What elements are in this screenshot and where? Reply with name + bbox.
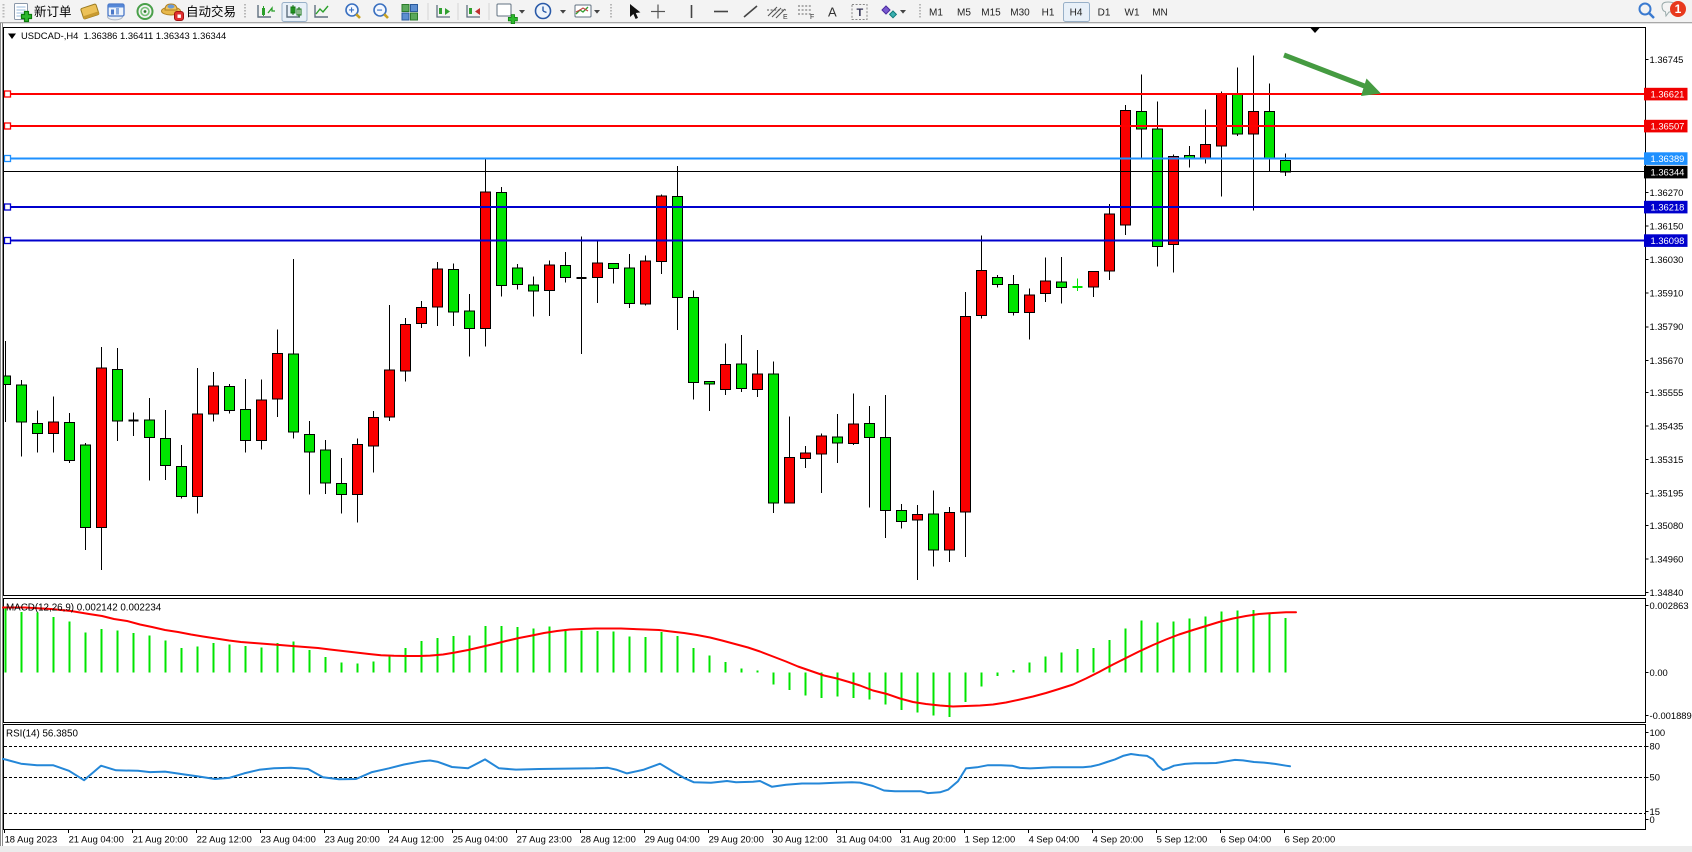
svg-text:新订单: 新订单 — [34, 4, 72, 19]
svg-text:28 Aug 12:00: 28 Aug 12:00 — [581, 834, 636, 845]
svg-text:1.35790: 1.35790 — [1650, 321, 1684, 332]
svg-text:1.36270: 1.36270 — [1650, 187, 1684, 198]
svg-text:1.36150: 1.36150 — [1650, 220, 1684, 231]
svg-text:1.35195: 1.35195 — [1650, 488, 1684, 499]
svg-text:MN: MN — [1152, 8, 1168, 19]
svg-text:31 Aug 04:00: 31 Aug 04:00 — [837, 834, 892, 845]
svg-text:6 Sep 04:00: 6 Sep 04:00 — [1221, 834, 1272, 845]
svg-text:29 Aug 20:00: 29 Aug 20:00 — [709, 834, 764, 845]
svg-text:M5: M5 — [957, 8, 971, 19]
svg-text:−: − — [377, 6, 383, 17]
svg-text:USDCAD-,H4 1.36386 1.36411 1.: USDCAD-,H4 1.36386 1.36411 1.36343 1.363… — [21, 30, 226, 41]
svg-text:24 Aug 12:00: 24 Aug 12:00 — [389, 834, 444, 845]
svg-text:30 Aug 12:00: 30 Aug 12:00 — [773, 834, 828, 845]
svg-text:31 Aug 20:00: 31 Aug 20:00 — [901, 834, 956, 845]
svg-text:W1: W1 — [1125, 8, 1140, 19]
svg-text:-0.001889: -0.001889 — [1650, 710, 1692, 721]
svg-text:1.36621: 1.36621 — [1651, 88, 1685, 99]
svg-text:0: 0 — [1650, 814, 1655, 825]
svg-text:27 Aug 23:00: 27 Aug 23:00 — [517, 834, 572, 845]
svg-text:80: 80 — [1650, 741, 1660, 752]
svg-text:25 Aug 04:00: 25 Aug 04:00 — [453, 834, 508, 845]
svg-text:15: 15 — [1650, 806, 1660, 817]
svg-text:23 Aug 20:00: 23 Aug 20:00 — [325, 834, 380, 845]
svg-text:4 Sep 20:00: 4 Sep 20:00 — [1093, 834, 1144, 845]
svg-text:1.35435: 1.35435 — [1650, 421, 1684, 432]
svg-text:H1: H1 — [1042, 8, 1055, 19]
svg-text:1.35555: 1.35555 — [1650, 387, 1684, 398]
svg-text:1.35315: 1.35315 — [1650, 454, 1684, 465]
svg-text:18 Aug 2023: 18 Aug 2023 — [5, 834, 58, 845]
svg-text:1.34960: 1.34960 — [1650, 554, 1684, 565]
svg-text:1.35910: 1.35910 — [1650, 288, 1684, 299]
svg-text:自动交易: 自动交易 — [186, 4, 236, 19]
svg-text:1.36030: 1.36030 — [1650, 254, 1684, 265]
svg-text:F: F — [810, 14, 814, 21]
svg-text:5 Sep 12:00: 5 Sep 12:00 — [1157, 834, 1208, 845]
svg-text:1.36218: 1.36218 — [1651, 201, 1685, 212]
svg-text:1.36098: 1.36098 — [1651, 235, 1685, 246]
svg-text:M15: M15 — [981, 8, 1001, 19]
svg-text:1: 1 — [1675, 2, 1682, 16]
svg-text:23 Aug 04:00: 23 Aug 04:00 — [261, 834, 316, 845]
svg-text:D1: D1 — [1098, 8, 1111, 19]
svg-text:21 Aug 20:00: 21 Aug 20:00 — [133, 834, 188, 845]
svg-text:4 Sep 04:00: 4 Sep 04:00 — [1029, 834, 1080, 845]
svg-text:1.36389: 1.36389 — [1651, 153, 1685, 164]
svg-text:29 Aug 04:00: 29 Aug 04:00 — [645, 834, 700, 845]
svg-text:1.35670: 1.35670 — [1650, 355, 1684, 366]
svg-text:0.002863: 0.002863 — [1650, 600, 1689, 611]
svg-text:1.35080: 1.35080 — [1650, 520, 1684, 531]
svg-text:21 Aug 04:00: 21 Aug 04:00 — [69, 834, 124, 845]
svg-text:H4: H4 — [1070, 8, 1083, 19]
svg-text:M30: M30 — [1010, 8, 1030, 19]
svg-text:E: E — [783, 14, 788, 21]
svg-text:MACD(12,26,9) 0.002142 0.00223: MACD(12,26,9) 0.002142 0.002234 — [6, 603, 162, 614]
svg-text:+: + — [349, 6, 355, 17]
svg-text:1.36344: 1.36344 — [1651, 166, 1685, 177]
svg-text:A: A — [828, 5, 837, 20]
svg-text:1.36745: 1.36745 — [1650, 54, 1684, 65]
svg-text:T: T — [857, 7, 864, 19]
svg-text:22 Aug 12:00: 22 Aug 12:00 — [197, 834, 252, 845]
svg-text:1 Sep 12:00: 1 Sep 12:00 — [965, 834, 1016, 845]
svg-text:0.00: 0.00 — [1650, 667, 1668, 678]
svg-text:M1: M1 — [929, 8, 943, 19]
svg-text:6 Sep 20:00: 6 Sep 20:00 — [1285, 834, 1336, 845]
svg-text:1.34840: 1.34840 — [1650, 587, 1684, 598]
svg-text:50: 50 — [1650, 772, 1660, 783]
svg-text:1.36507: 1.36507 — [1651, 120, 1685, 131]
svg-text:100: 100 — [1650, 727, 1666, 738]
svg-text:RSI(14) 56.3850: RSI(14) 56.3850 — [6, 729, 78, 740]
